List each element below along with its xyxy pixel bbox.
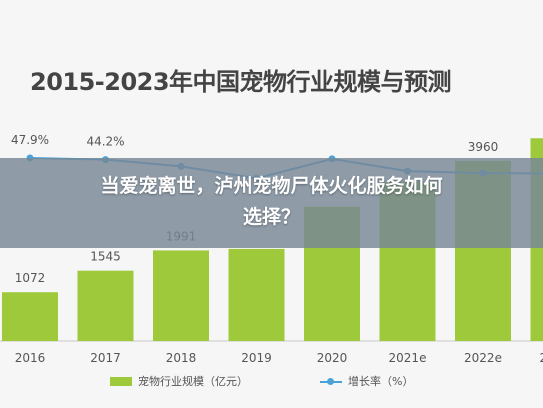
legend-bar-label: 宠物行业规模（亿元） [138,375,248,388]
bar-value-label-2016: 1072 [15,271,46,285]
bar-value-label-2022e: 3960 [468,140,499,154]
bar-value-label-2017: 1545 [90,250,121,264]
x-tick-2020: 2020 [317,351,348,365]
x-tick-2023e: 2023e [540,351,543,365]
bar-2018 [153,250,209,341]
bar-2017 [77,270,134,341]
legend-line-label: 增长率（%） [348,375,414,388]
x-tick-2022e: 2022e [464,351,502,365]
x-tick-2019: 2019 [241,351,272,365]
article-banner [0,158,543,248]
legend-bar-swatch [110,376,132,386]
legend-item-line: 增长率（%） [320,372,413,390]
headline-line-1: 当爱宠离世，泸州宠物尸体火化服务如何 [100,175,443,197]
x-tick-2016: 2016 [15,351,46,365]
x-tick-labels: 2016 2017 2018 2019 2020 2021e 2022e 2023e [15,351,543,365]
bar-2019 [228,248,285,341]
x-tick-2017: 2017 [90,351,121,365]
chart-title: 2015-2023年中国宠物行业规模与预测 [30,68,452,96]
growth-value-label-2017: 44.2% [86,135,124,149]
legend-line-swatch [320,377,342,386]
x-tick-2021e: 2021e [389,351,427,365]
article-headline[interactable]: 当爱宠离世，泸州宠物尸体火化服务如何 选择？ [0,171,543,233]
headline-line-2: 选择？ [242,206,300,228]
growth-value-label-2016: 47.9% [11,133,49,147]
x-tick-2018: 2018 [166,351,197,365]
bar-2016 [2,292,58,341]
legend-item-bar: 宠物行业规模（亿元） [110,372,248,390]
